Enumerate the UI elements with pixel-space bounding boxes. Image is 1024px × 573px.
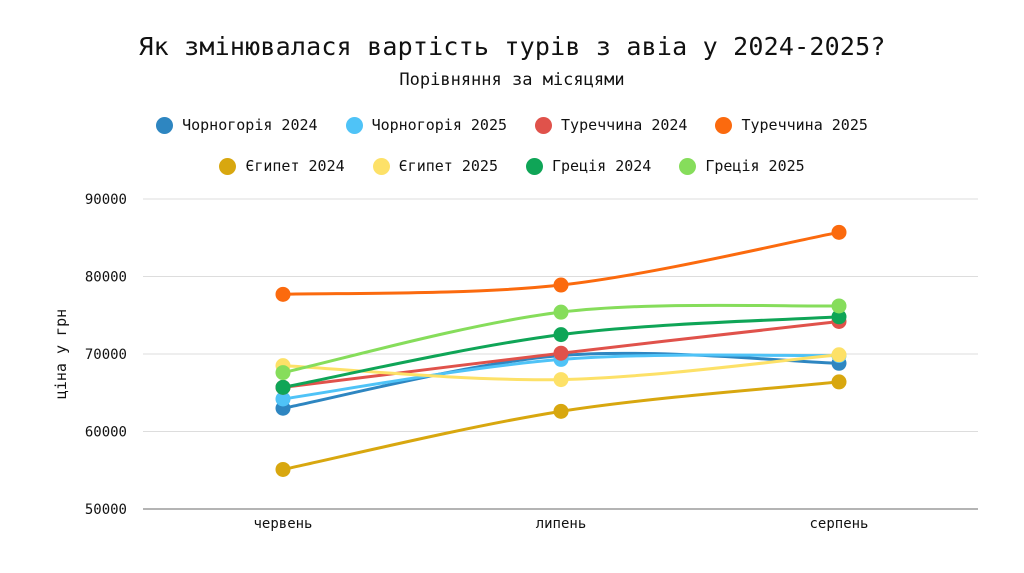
x-tick-label: червень <box>253 516 312 532</box>
legend: Чорногорія 2024 Чорногорія 2025 Туреччина … <box>0 116 1024 134</box>
legend-marker <box>219 157 237 175</box>
legend-marker <box>526 157 543 175</box>
data-point[interactable] <box>553 277 569 293</box>
legend-marker <box>345 116 363 134</box>
legend-label: Туреччина 2024 <box>561 116 688 134</box>
data-point[interactable] <box>831 298 847 314</box>
legend-item[interactable]: Чорногорія 2025 <box>345 116 508 134</box>
legend-marker <box>156 116 174 134</box>
data-point[interactable] <box>831 224 847 240</box>
data-point[interactable] <box>831 374 847 390</box>
data-point[interactable] <box>553 403 569 419</box>
x-tick-label: серпень <box>809 516 868 532</box>
chart-subtitle: Порівняння за місяцями <box>399 70 625 90</box>
chart-title: Як змінювалася вартість турів з авіа у 2… <box>138 32 886 61</box>
x-tick-label: липень <box>536 516 587 532</box>
legend-label: Єгипет 2024 <box>245 157 345 175</box>
legend-marker <box>535 116 553 134</box>
legend-label: Греція 2025 <box>705 157 805 175</box>
legend-item[interactable]: Греція 2025 <box>679 157 805 175</box>
y-axis-label: ціна у грн <box>52 309 70 399</box>
data-point[interactable] <box>553 304 569 320</box>
legend-label: Чорногорія 2024 <box>182 116 318 134</box>
legend-label: Єгипет 2025 <box>398 157 498 175</box>
legend: Єгипет 2024 Єгипет 2025 Греція 2024 Греція … <box>0 157 1024 175</box>
legend-item[interactable]: Чорногорія 2024 <box>156 116 318 134</box>
legend-item[interactable]: Греція 2024 <box>526 157 651 175</box>
y-tick-label: 50000 <box>85 502 127 518</box>
legend-label: Греція 2024 <box>552 157 652 175</box>
series-line <box>281 380 841 471</box>
data-point[interactable] <box>831 347 847 363</box>
legend-item[interactable]: Туреччина 2024 <box>535 116 687 134</box>
data-point[interactable] <box>831 309 847 325</box>
data-point[interactable] <box>553 327 569 343</box>
data-point[interactable] <box>275 286 291 302</box>
data-point[interactable] <box>275 365 291 381</box>
axes: 50000 60000 70000 80000 90000 червень липень се… <box>85 192 869 532</box>
legend-item[interactable]: Єгипет 2025 <box>372 157 498 175</box>
y-tick-label: 90000 <box>85 192 127 208</box>
legend-marker <box>372 157 390 175</box>
data-point[interactable] <box>553 372 569 388</box>
legend-item[interactable]: Єгипет 2024 <box>219 157 345 175</box>
y-tick-label: 80000 <box>85 270 127 286</box>
data-point[interactable] <box>553 345 569 361</box>
y-tick-label: 70000 <box>85 347 127 363</box>
data-point[interactable] <box>275 461 291 477</box>
series-points <box>275 224 847 477</box>
legend-item[interactable]: Туреччина 2025 <box>715 116 868 134</box>
y-tick-label: 60000 <box>85 425 127 441</box>
legend-label: Туреччина 2025 <box>741 116 868 134</box>
data-point[interactable] <box>275 391 291 407</box>
data-point[interactable] <box>275 379 291 395</box>
legend-marker <box>715 116 733 134</box>
legend-label: Чорногорія 2025 <box>371 116 508 134</box>
legend-marker <box>679 157 697 175</box>
